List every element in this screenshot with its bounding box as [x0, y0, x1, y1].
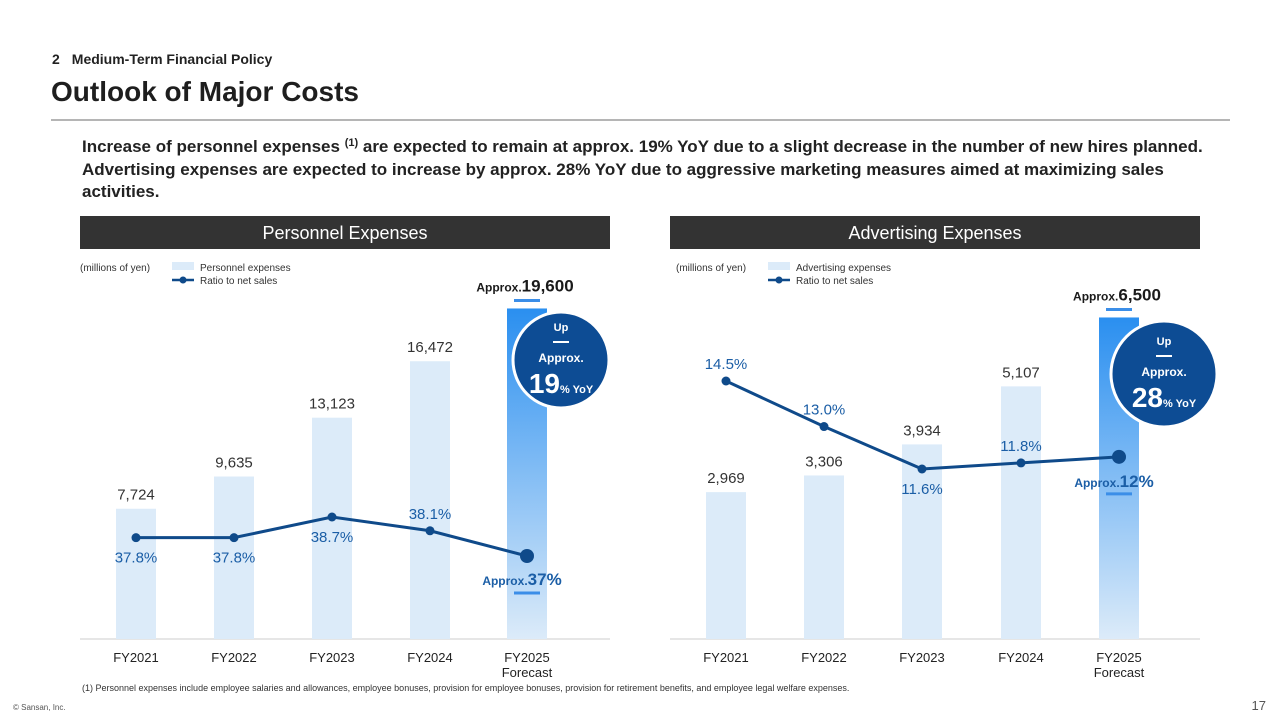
personnel-panel-header: Personnel Expenses: [80, 216, 610, 249]
advertising-bar-label-forecast-prefix: Approx.: [1073, 289, 1118, 303]
advertising-x-label-fy2022: FY2022: [801, 650, 847, 665]
advertising-ratio-point-fy2022: [819, 422, 829, 432]
advertising-bar-fy2024: [1001, 386, 1041, 639]
personnel-bar-fy2024: [410, 361, 450, 639]
page-number: 17: [1251, 698, 1266, 713]
personnel-x-sublabel-fy2025: Forecast: [502, 665, 553, 680]
personnel-yoy-badge-number: 19: [529, 368, 560, 399]
copyright: © Sansan, Inc.: [13, 703, 66, 712]
personnel-x-label-fy2025: FY2025: [504, 650, 550, 665]
advertising-x-label-fy2021: FY2021: [703, 650, 749, 665]
personnel-ratio-point-fy2022: [229, 533, 239, 543]
personnel-ratio-label-fy2023: 38.7%: [311, 529, 354, 546]
advertising-ratio-label-fy2021: 14.5%: [705, 356, 748, 373]
personnel-bar-fy2022: [214, 476, 254, 639]
personnel-ratio-point-fy2023: [327, 512, 337, 522]
advertising-bar-fy2021: [706, 492, 746, 639]
personnel-legend-line-label: Ratio to net sales: [200, 276, 277, 287]
personnel-bar-label-forecast: Approx.19,600: [476, 276, 573, 295]
advertising-bar-fy2023: [902, 444, 942, 639]
personnel-yoy-badge-up: Up: [554, 322, 569, 334]
advertising-yoy-badge-up: Up: [1157, 336, 1172, 348]
advertising-ratio-label-forecast-prefix: Approx.: [1074, 476, 1119, 490]
personnel-bar-label-fy2022: 9,635: [215, 455, 253, 472]
advertising-yoy-badge-number: 28: [1132, 382, 1163, 413]
section-heading: 2 Medium-Term Financial Policy: [52, 51, 272, 67]
personnel-x-label-fy2021: FY2021: [113, 650, 159, 665]
personnel-bar-fy2021: [116, 508, 156, 639]
advertising-yoy-badge-approx: Approx.: [1141, 365, 1186, 379]
personnel-ratio-point-fy2024: [425, 526, 435, 536]
advertising-ratio-label-forecast: Approx.12%: [1074, 472, 1153, 491]
personnel-ratio-label-fy2024: 38.1%: [409, 506, 452, 523]
personnel-x-label-fy2024: FY2024: [407, 650, 453, 665]
advertising-yoy-badge-suffix: % YoY: [1163, 398, 1197, 410]
personnel-ratio-label-forecast-prefix: Approx.: [482, 574, 527, 588]
personnel-bar-label-fy2024: 16,472: [407, 339, 453, 356]
personnel-bar-label-forecast-value: 19,600: [522, 276, 574, 295]
personnel-yoy-badge-value: 19% YoY: [529, 368, 594, 399]
personnel-unit-note: (millions of yen): [80, 263, 150, 274]
advertising-bar-label-fy2022: 3,306: [805, 453, 843, 470]
advertising-ratio-label-fy2024: 11.8%: [1000, 438, 1041, 455]
personnel-ratio-point-fy2021: [131, 533, 141, 543]
personnel-yoy-badge-suffix: % YoY: [560, 384, 594, 396]
advertising-unit-note: (millions of yen): [676, 263, 746, 274]
advertising-yoy-badge: [1109, 319, 1219, 429]
advertising-bar-label-fy2021: 2,969: [707, 470, 745, 487]
personnel-ratio-label-forecast: Approx.37%: [482, 570, 561, 589]
lead-text-part1: Increase of personnel expenses: [82, 137, 340, 156]
personnel-ratio-label-forecast-value: 37%: [528, 570, 562, 589]
advertising-ratio-point-fy2025: [1112, 449, 1126, 464]
advertising-ratio-label-forecast-value: 12%: [1120, 472, 1154, 491]
advertising-bar-label-fy2024: 5,107: [1002, 364, 1040, 381]
advertising-ratio-point-fy2023: [917, 464, 927, 474]
lead-text-part2: are expected to remain at approx. 19% Yo…: [82, 137, 1203, 201]
advertising-bar-fy2022: [804, 475, 844, 639]
section-number: 2: [52, 51, 60, 67]
personnel-bar-label-forecast-prefix: Approx.: [476, 280, 521, 294]
advertising-ratio-point-fy2021: [721, 376, 731, 386]
personnel-yoy-badge: [511, 310, 611, 410]
personnel-legend-bar-label: Personnel expenses: [200, 263, 291, 274]
advertising-x-label-fy2024: FY2024: [998, 650, 1044, 665]
advertising-legend-line-dot: [775, 276, 783, 284]
advertising-bar-label-fy2023: 3,934: [903, 422, 941, 439]
advertising-x-sublabel-fy2025: Forecast: [1094, 665, 1145, 680]
personnel-legend-line-dot: [179, 276, 187, 284]
advertising-panel-header: Advertising Expenses: [670, 216, 1200, 249]
advertising-ratio-label-fy2022: 13.0%: [803, 402, 846, 419]
personnel-x-label-fy2023: FY2023: [309, 650, 355, 665]
advertising-legend-line-label: Ratio to net sales: [796, 276, 873, 287]
advertising-x-label-fy2025: FY2025: [1096, 650, 1142, 665]
title-divider: [51, 119, 1230, 121]
footnote: (1) Personnel expenses include employee …: [82, 683, 850, 693]
advertising-ratio-point-fy2024: [1016, 458, 1026, 468]
personnel-bar-label-fy2023: 13,123: [309, 396, 355, 413]
page-title: Outlook of Major Costs: [51, 76, 359, 107]
section-title: Medium-Term Financial Policy: [71, 51, 273, 67]
advertising-x-label-fy2023: FY2023: [899, 650, 945, 665]
advertising-bar-label-forecast: Approx.6,500: [1073, 285, 1161, 304]
personnel-bar-label-fy2021: 7,724: [117, 487, 155, 504]
lead-footnote-ref: (1): [344, 137, 359, 149]
advertising-yoy-badge-value: 28% YoY: [1132, 382, 1197, 413]
personnel-x-label-fy2022: FY2022: [211, 650, 257, 665]
advertising-bar-label-forecast-value: 6,500: [1118, 285, 1161, 304]
advertising-ratio-label-fy2023: 11.6%: [901, 481, 942, 498]
personnel-ratio-point-fy2025: [520, 549, 534, 563]
personnel-ratio-label-fy2021: 37.8%: [115, 550, 158, 567]
personnel-bar-fy2023: [312, 417, 352, 639]
advertising-legend-bar-label: Advertising expenses: [796, 263, 891, 274]
personnel-yoy-badge-approx: Approx.: [538, 351, 583, 365]
personnel-legend-bar-swatch: [172, 262, 194, 270]
advertising-legend-bar-swatch: [768, 262, 790, 270]
personnel-ratio-label-fy2022: 37.8%: [213, 550, 256, 567]
lead-text: Increase of personnel expenses (1) are e…: [82, 136, 1212, 204]
